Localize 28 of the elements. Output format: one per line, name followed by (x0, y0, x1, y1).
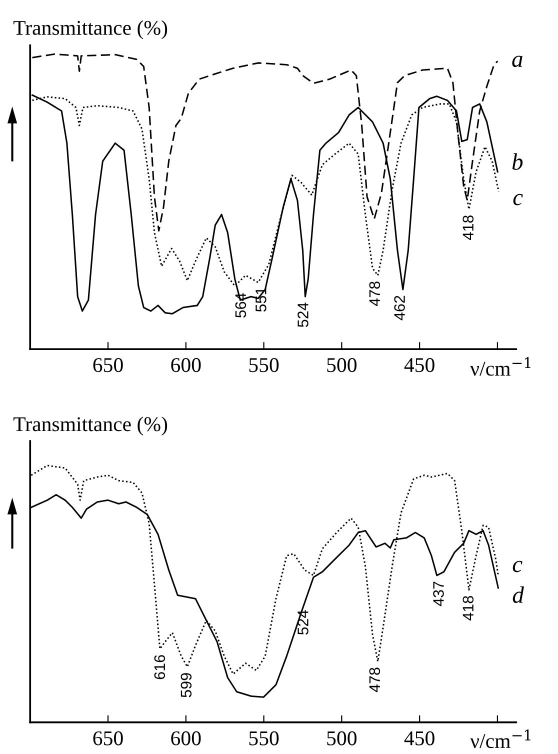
y-axis-title: Transmittance (%) (14, 416, 168, 436)
x-tick-label: 650 (93, 358, 123, 372)
x-tick-label: 550 (249, 731, 279, 746)
series-label: a (512, 56, 522, 68)
x-tick-label: 450 (404, 358, 434, 372)
series-label: b (512, 153, 523, 170)
annotation: 524 (298, 302, 308, 328)
x-tick-label: 600 (171, 358, 201, 372)
annotation: 616 (154, 655, 166, 680)
x-axis-title: ν/cm$^{−1}$ (470, 729, 530, 748)
annotation: 478 (369, 282, 380, 306)
x-tick-label: 600 (171, 731, 201, 746)
x-tick-label: 500 (327, 358, 357, 372)
annotation: 437 (433, 582, 444, 606)
x-tick-label: 550 (249, 358, 279, 372)
annotation: 418 (462, 596, 474, 620)
series-label: c (512, 560, 522, 572)
x-axis-title: ν/cm$^{−1}$ (470, 357, 530, 376)
annotation: 418 (462, 215, 474, 240)
x-tick-label: 650 (93, 731, 123, 746)
x-tick-label: 500 (327, 731, 357, 746)
annotation: 462 (394, 296, 405, 320)
x-tick-label: 450 (404, 731, 434, 746)
series-label: d (512, 586, 524, 604)
y-axis-title: Transmittance (%) (14, 20, 168, 40)
series-label: c (513, 194, 523, 206)
annotation: 599 (180, 673, 192, 698)
annotation: 478 (369, 668, 380, 692)
